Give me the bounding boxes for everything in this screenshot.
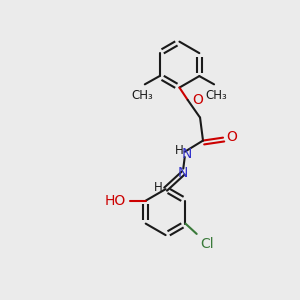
Text: O: O (192, 93, 203, 107)
Text: CH₃: CH₃ (132, 89, 153, 102)
Text: HO: HO (105, 194, 126, 208)
Text: N: N (178, 166, 188, 180)
Text: CH₃: CH₃ (206, 89, 227, 102)
Text: O: O (226, 130, 237, 144)
Text: H: H (175, 144, 183, 157)
Text: H: H (154, 181, 163, 194)
Text: Cl: Cl (200, 238, 214, 251)
Text: N: N (182, 147, 192, 161)
